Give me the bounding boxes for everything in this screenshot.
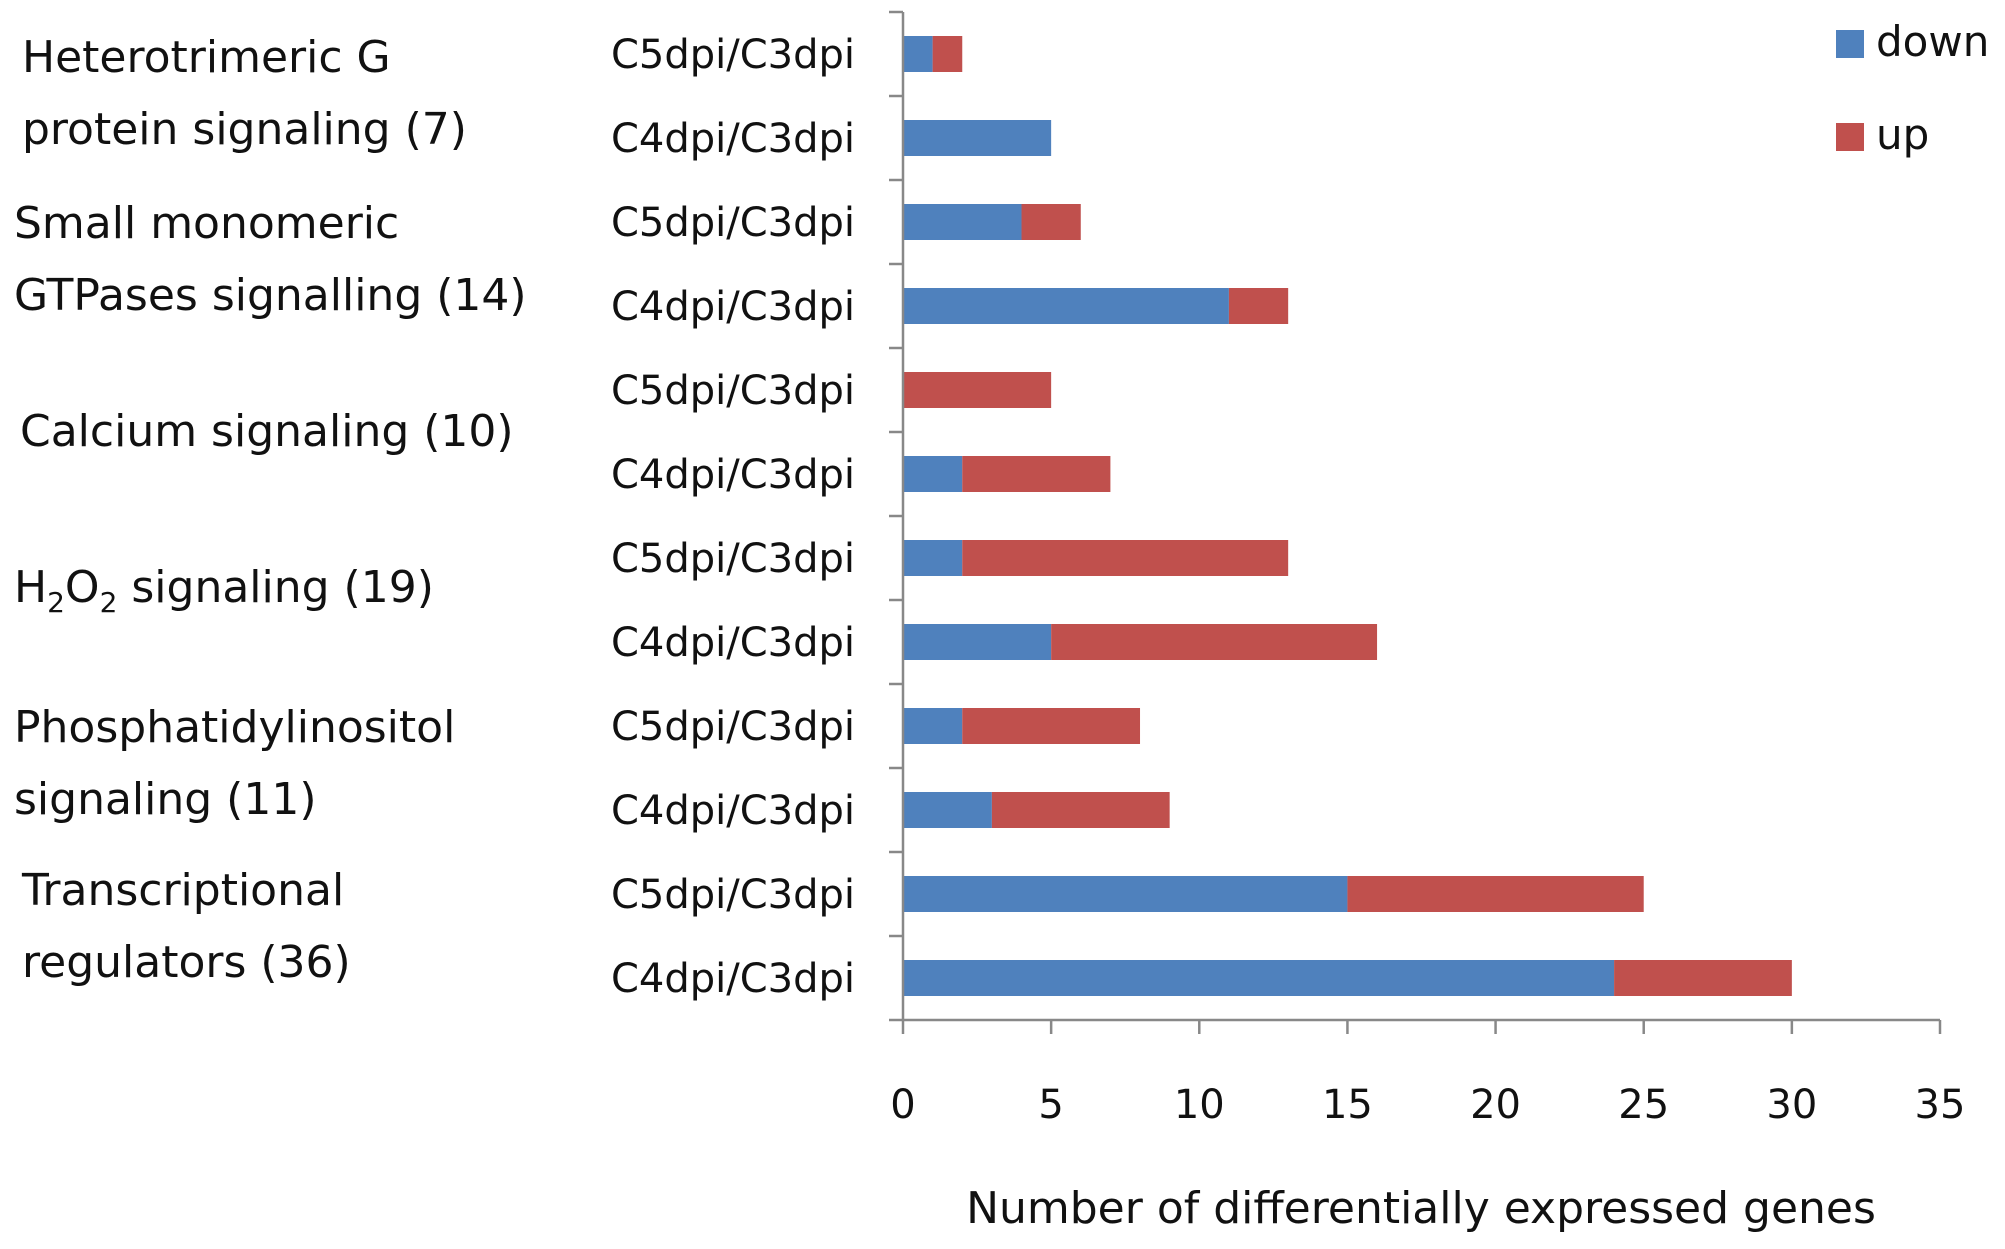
x-axis: 0 5 10 15 20 25 30 35: [890, 1018, 1966, 1128]
group-label-line: Phosphatidylinositol: [14, 702, 456, 753]
x-tick-label: 5: [1038, 1082, 1063, 1128]
x-tick-label: 10: [1174, 1082, 1225, 1128]
bar-down-7: [903, 624, 1052, 660]
group-label-heterotrimeric-g-protein: Heterotrimeric G protein signaling (7): [22, 22, 467, 166]
x-tick-label: 20: [1470, 1082, 1521, 1128]
bars-layer: [903, 36, 1792, 996]
group-label-line: regulators (36): [22, 937, 351, 988]
category-label: C5dpi/C3dpi: [611, 704, 855, 750]
x-axis-title: Number of differentially expressed genes: [966, 1183, 1876, 1234]
bar-down-0: [903, 36, 933, 72]
x-tick-label: 35: [1915, 1082, 1966, 1128]
bar-down-9: [903, 792, 992, 828]
category-label: C5dpi/C3dpi: [611, 872, 855, 918]
group-label-transcriptional-regulators: Transcriptional regulators (36): [22, 855, 351, 999]
o-text: O: [64, 562, 100, 613]
legend: down up: [1836, 17, 1989, 159]
subscript-2: 2: [99, 585, 118, 619]
y-axis: C5dpi/C3dpi C4dpi/C3dpi C5dpi/C3dpi C4dpi/C…: [611, 10, 905, 1022]
bar-down-6: [903, 540, 963, 576]
h-text: H: [14, 562, 48, 613]
category-label: C5dpi/C3dpi: [611, 200, 855, 246]
x-tick-label: 15: [1322, 1082, 1373, 1128]
category-label: C5dpi/C3dpi: [611, 536, 855, 582]
bar-up-7: [1051, 624, 1378, 660]
category-label: C5dpi/C3dpi: [611, 368, 855, 414]
legend-label-up: up: [1876, 110, 1929, 159]
bar-down-2: [903, 204, 1022, 240]
bar-down-8: [903, 708, 963, 744]
bar-up-2: [1021, 204, 1081, 240]
bar-up-10: [1347, 876, 1644, 912]
group-label-line: Calcium signaling (10): [20, 406, 514, 457]
x-tick-label: 30: [1766, 1082, 1817, 1128]
bar-up-0: [932, 36, 963, 72]
group-label-line: signaling (11): [14, 774, 317, 825]
bar-up-11: [1614, 960, 1792, 996]
x-tick-label: 25: [1618, 1082, 1669, 1128]
group-label-line: H2O2 signaling (19): [14, 552, 434, 624]
bar-up-8: [962, 708, 1141, 744]
bar-up-3: [1228, 288, 1289, 324]
category-label: C5dpi/C3dpi: [611, 32, 855, 78]
subscript-2: 2: [47, 585, 65, 619]
bar-down-10: [903, 876, 1348, 912]
bar-down-5: [903, 456, 963, 492]
bar-down-1: [903, 120, 1052, 156]
category-label: C4dpi/C3dpi: [611, 116, 855, 162]
bar-up-6: [962, 540, 1289, 576]
category-label: C4dpi/C3dpi: [611, 284, 855, 330]
legend-swatch-up: [1836, 123, 1864, 151]
group-label-calcium-signaling: Calcium signaling (10): [20, 396, 514, 468]
group-label-line: GTPases signalling (14): [14, 270, 527, 321]
legend-swatch-down: [1836, 30, 1864, 58]
legend-label-down: down: [1876, 17, 1989, 66]
group-label-h2o2-signaling: H2O2 signaling (19): [14, 552, 434, 624]
x-tick-label: 0: [890, 1082, 915, 1128]
bar-up-4: [903, 372, 1052, 408]
group-label-line: Small monomeric: [14, 198, 400, 249]
group-label-line: Heterotrimeric G: [22, 32, 391, 83]
bar-up-5: [962, 456, 1111, 492]
group-label-line: Transcriptional: [22, 865, 345, 916]
bar-up-9: [991, 792, 1170, 828]
group-label-phosphatidylinositol: Phosphatidylinositol signaling (11): [14, 692, 455, 836]
signaling-text: signaling (19): [117, 562, 434, 613]
category-label: C4dpi/C3dpi: [611, 788, 855, 834]
bar-down-3: [903, 288, 1229, 324]
group-label-small-monomeric-gtpases: Small monomeric GTPases signalling (14): [14, 188, 527, 332]
category-label: C4dpi/C3dpi: [611, 452, 855, 498]
category-label: C4dpi/C3dpi: [611, 620, 855, 666]
category-label: C4dpi/C3dpi: [611, 956, 855, 1002]
group-label-line: protein signaling (7): [22, 104, 467, 155]
bar-down-11: [903, 960, 1615, 996]
